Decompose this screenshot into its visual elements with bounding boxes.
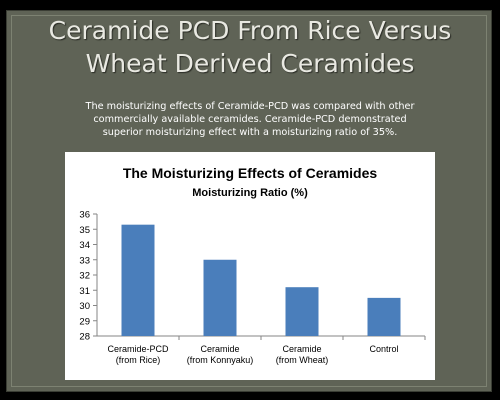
- y-tick-label: 30: [79, 301, 90, 312]
- bar-chart: The Moisturizing Effects of Ceramides Mo…: [79, 165, 426, 365]
- y-tick-label: 32: [79, 271, 90, 282]
- chart-container: The Moisturizing Effects of Ceramides Mo…: [65, 152, 435, 380]
- y-tick-label: 34: [79, 240, 90, 251]
- chart-bar: [367, 297, 401, 336]
- y-tick-label: 35: [79, 225, 90, 236]
- slide-title: Ceramide PCD From Rice Versus Wheat Deri…: [0, 14, 500, 80]
- x-category-label: (from Konnyaku): [187, 355, 254, 365]
- y-tick-label: 29: [79, 316, 90, 327]
- x-category-label: (from Rice): [116, 355, 161, 365]
- y-tick-label: 36: [79, 210, 90, 221]
- slide-subtitle-line-3: superior moisturizing effect with a mois…: [102, 127, 398, 138]
- y-tick-label: 28: [79, 332, 90, 343]
- y-tick-label: 33: [79, 255, 90, 266]
- slide-frame-border: [11, 15, 487, 387]
- chart-bar: [285, 287, 319, 336]
- x-category-label: Control: [369, 344, 398, 354]
- x-category-label: Ceramide-PCD: [107, 344, 169, 354]
- chart-title: The Moisturizing Effects of Ceramides: [123, 165, 378, 181]
- slide-title-line-2: Wheat Derived Ceramides: [85, 49, 415, 78]
- slide-subtitle: The moisturizing effects of Ceramide-PCD…: [40, 100, 460, 139]
- x-category-label: (from Wheat): [276, 355, 329, 365]
- slide-subtitle-line-1: The moisturizing effects of Ceramide-PCD…: [85, 101, 415, 112]
- slide-subtitle-line-2: commercially available ceramides. Cerami…: [93, 114, 407, 125]
- y-tick-label: 31: [79, 286, 90, 297]
- x-category-label: Ceramide: [200, 344, 239, 354]
- slide-title-line-1: Ceramide PCD From Rice Versus: [48, 16, 452, 45]
- chart-bar: [121, 224, 155, 336]
- chart-bar: [203, 259, 237, 336]
- chart-plot-area: 28 29 30 31 32 33 34 35 36 Ceramide-PCD(from Rice…: [79, 210, 426, 365]
- chart-subtitle: Moisturizing Ratio (%): [192, 187, 308, 199]
- x-category-label: Ceramide: [282, 344, 321, 354]
